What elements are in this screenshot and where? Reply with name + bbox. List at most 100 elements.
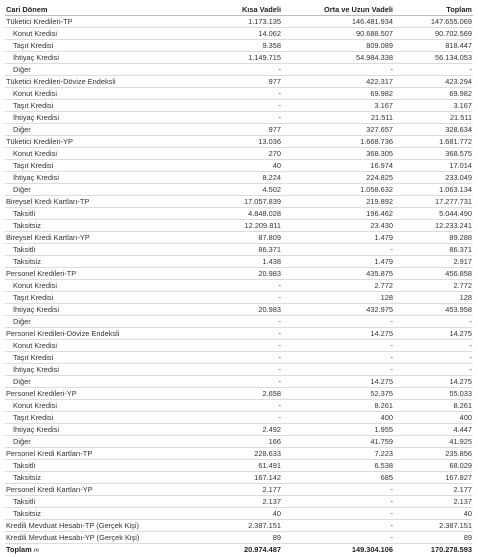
row-short-term: - — [218, 399, 282, 412]
loan-table: Cari Dönem Kısa Vadeli Orta ve Uzun Vade… — [5, 4, 473, 555]
header-short-term: Kısa Vadeli — [218, 4, 282, 16]
row-total: 86.371 — [394, 243, 473, 256]
row-short-term: - — [218, 351, 282, 364]
table-row: İhtiyaç Kredisi 8.224 224.825 233.049 — [5, 171, 473, 184]
row-mid-long-term: - — [282, 63, 394, 76]
row-mid-long-term: 1.668.736 — [282, 135, 394, 148]
row-short-term: - — [218, 291, 282, 304]
row-short-term: 4.848.028 — [218, 207, 282, 220]
header-total: Toplam — [394, 4, 473, 16]
row-mid-long-term: 368.305 — [282, 147, 394, 160]
row-label: Diğer — [5, 315, 218, 328]
row-short-term: 167.142 — [218, 471, 282, 484]
row-short-term: 20.983 — [218, 303, 282, 316]
table-row-section: Bireysel Kredi Kartları-TP 17.057.839 219.… — [5, 195, 473, 208]
row-label: Taşıt Kredisi — [5, 351, 218, 364]
table-row: Taksitsiz 1.438 1.479 2.917 — [5, 255, 473, 268]
row-mid-long-term: 8.261 — [282, 399, 394, 412]
row-total: 453.958 — [394, 303, 473, 316]
table-row: Taksitli 61.491 6.538 68.029 — [5, 459, 473, 472]
row-label: Bireysel Kredi Kartları-YP — [5, 231, 218, 244]
row-short-term: - — [218, 279, 282, 292]
row-total: 56.134.053 — [394, 51, 473, 64]
row-mid-long-term: 327.657 — [282, 123, 394, 136]
row-mid-long-term: 7.223 — [282, 447, 394, 460]
table-row: Taşıt Kredisi -400 400 — [5, 411, 473, 424]
row-total: 68.029 — [394, 459, 473, 472]
row-label: Taşıt Kredisi — [5, 39, 218, 52]
row-total: 5.044.490 — [394, 207, 473, 220]
row-mid-long-term: 146.481.934 — [282, 15, 394, 28]
table-row: Konut Kredisi -69.982 69.982 — [5, 87, 473, 100]
row-short-term: - — [218, 339, 282, 352]
header-mid-long-term: Orta ve Uzun Vadeli — [282, 4, 394, 16]
row-total: 12.233.241 — [394, 219, 473, 232]
table-row-section: Personel Kredileri-TP 20.983 435.875 456.85… — [5, 267, 473, 280]
row-mid-long-term: 69.982 — [282, 87, 394, 100]
row-short-term: 17.057.839 — [218, 195, 282, 208]
table-row: Konut Kredisi -8.261 8.261 — [5, 399, 473, 412]
row-short-term: 86.371 — [218, 243, 282, 256]
row-label: Bireysel Kredi Kartları-TP — [5, 195, 218, 208]
row-short-term: 977 — [218, 75, 282, 88]
row-mid-long-term: 6.538 — [282, 459, 394, 472]
row-short-term: - — [218, 327, 282, 340]
table-row-section: Kredili Mevduat Hesabı-TP (Gerçek Kişi) 2… — [5, 519, 473, 532]
table-row: Konut Kredisi - - - — [5, 339, 473, 352]
row-label: Diğer — [5, 435, 218, 448]
row-short-term: 2.137 — [218, 495, 282, 508]
row-label: Diğer — [5, 123, 218, 136]
row-total: 400 — [394, 411, 473, 424]
row-mid-long-term: 14.275 — [282, 375, 394, 388]
row-total: 2.917 — [394, 255, 473, 268]
row-mid-long-term: 90.688.507 — [282, 27, 394, 40]
total-label: Toplam (1) — [5, 543, 218, 555]
row-label: İhtiyaç Kredisi — [5, 303, 218, 316]
table-row-section: Personel Kredileri-Dövize Endeksli -14.27… — [5, 327, 473, 340]
row-mid-long-term: 1.058.632 — [282, 183, 394, 196]
row-label: Konut Kredisi — [5, 279, 218, 292]
table-row: İhtiyaç Kredisi -21.511 21.511 — [5, 111, 473, 124]
row-mid-long-term: 16.974 — [282, 159, 394, 172]
table-row-section: Personel Kredi Kartları-TP 228.633 7.223 23… — [5, 447, 473, 460]
row-label: Taşıt Kredisi — [5, 159, 218, 172]
row-short-term: 1.438 — [218, 255, 282, 268]
row-short-term: 2.387.151 — [218, 519, 282, 532]
table-row: Taşıt Kredisi -128 128 — [5, 291, 473, 304]
row-total: 4.447 — [394, 423, 473, 436]
row-label: Konut Kredisi — [5, 399, 218, 412]
table-row: Diğer 977 327.657 328.634 — [5, 123, 473, 136]
row-label: Diğer — [5, 375, 218, 388]
row-label: Taşıt Kredisi — [5, 411, 218, 424]
row-short-term: 40 — [218, 507, 282, 520]
table-row-section: Tüketici Kredileri-YP 13.036 1.668.736 1.68… — [5, 135, 473, 148]
table-row-section: Kredili Mevduat Hesabı-YP (Gerçek Kişi) 8… — [5, 531, 473, 544]
total-short-term: 20.974.487 — [218, 543, 282, 555]
table-row: Konut Kredisi -2.772 2.772 — [5, 279, 473, 292]
row-total: 69.982 — [394, 87, 473, 100]
row-total: 2.772 — [394, 279, 473, 292]
row-short-term: 1.149.715 — [218, 51, 282, 64]
row-mid-long-term: 21.511 — [282, 111, 394, 124]
row-total: 21.511 — [394, 111, 473, 124]
row-short-term: 2.492 — [218, 423, 282, 436]
table-row: Taksitsiz 167.142 685 167.827 — [5, 471, 473, 484]
row-mid-long-term: 52.375 — [282, 387, 394, 400]
row-short-term: 89 — [218, 531, 282, 544]
row-short-term: - — [218, 315, 282, 328]
row-label: Taksitli — [5, 207, 218, 220]
row-total: 2.387.151 — [394, 519, 473, 532]
row-total: 3.167 — [394, 99, 473, 112]
row-mid-long-term: 422.317 — [282, 75, 394, 88]
row-total: 1.681.772 — [394, 135, 473, 148]
row-label: Konut Kredisi — [5, 147, 218, 160]
row-total: 17.277.731 — [394, 195, 473, 208]
header-period: Cari Dönem — [5, 4, 218, 16]
row-label: Taksitli — [5, 459, 218, 472]
row-label: Diğer — [5, 183, 218, 196]
row-label: Taşıt Kredisi — [5, 291, 218, 304]
row-label: Taksitli — [5, 495, 218, 508]
row-short-term: 9.358 — [218, 39, 282, 52]
table-row-section: Tüketici Kredileri-Dövize Endeksli 977 422… — [5, 75, 473, 88]
row-mid-long-term: 809.089 — [282, 39, 394, 52]
